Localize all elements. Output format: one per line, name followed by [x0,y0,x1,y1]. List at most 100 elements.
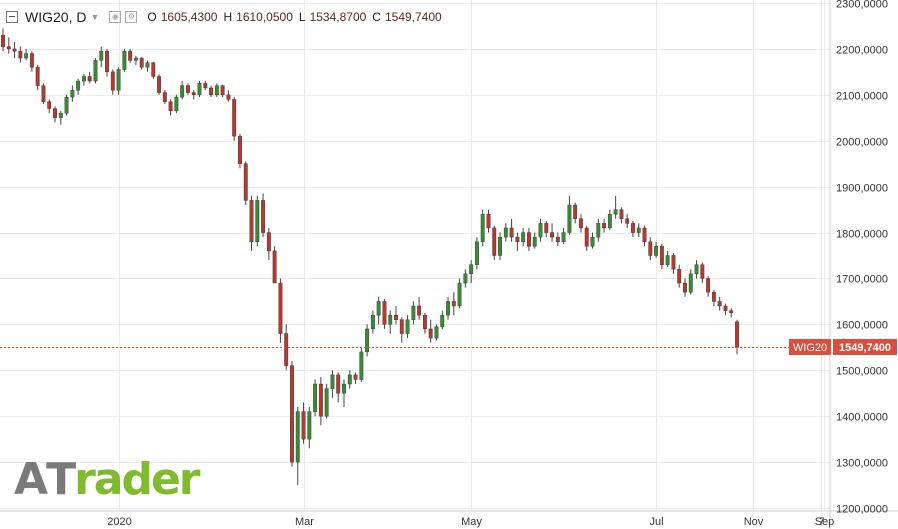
candle-body [93,60,98,82]
candle-body [567,204,572,233]
candle-body [388,314,393,325]
candle-body [35,67,40,86]
candle-body [417,305,422,316]
open-label: O [147,10,157,24]
candle-body [41,85,46,102]
candles [1,28,739,486]
candle-body [521,232,526,242]
candle-body [613,209,618,215]
candle-body [625,218,630,224]
candle-body [503,227,508,238]
candle-body [411,305,416,320]
chevron-down-icon[interactable]: ▼ [90,12,100,22]
candle-body [261,200,266,233]
candle-body [469,264,474,275]
candle-body [677,269,682,284]
candle-body [365,328,370,353]
time-axis[interactable]: 2020 Mar May Jul Sep Nov 7 [107,516,834,528]
candle-body [186,85,190,93]
candle-body [602,223,607,229]
candle-body [290,365,294,463]
grid-lines [0,0,830,511]
candle-body [399,319,404,334]
candle-body [550,232,554,238]
visibility-icon[interactable]: ◉ [109,11,122,23]
y-tick-label: 2200,0000 [836,45,888,57]
candle-body [64,96,69,114]
candle-body [133,57,138,61]
y-tick-label: 2100,0000 [836,91,888,103]
candle-body [590,236,595,247]
price-axis[interactable]: 1200,0000 1300,0000 1400,0000 1500,0000 1600… [836,0,888,516]
candle-body [313,383,318,412]
candle-body [110,71,115,91]
candle-body [480,213,485,242]
candle-body [636,227,641,233]
candle-body [642,227,647,242]
candle-body [729,310,734,314]
y-tick-label: 1500,0000 [836,366,888,378]
candle-body [688,273,693,293]
open-value: 1605,4300 [160,10,218,24]
candle-body [232,99,237,137]
y-tick-label: 1900,0000 [836,183,888,195]
candle-body [162,92,167,102]
candle-body [457,282,462,307]
candle-body [735,321,739,348]
candle-body [266,232,271,252]
candle-body [87,76,92,82]
settings-icon[interactable]: ⚙ [125,11,138,23]
x-tick-label: Sep [815,516,835,528]
candle-body [24,53,29,59]
candle-body [538,223,543,238]
x-tick-label: Mar [295,516,314,528]
candle-body [197,83,202,96]
candle-body [342,383,346,394]
candle-body [99,51,104,61]
candle-body [203,83,208,89]
candle-body [81,76,86,82]
y-tick-label: 1300,0000 [836,458,888,470]
y-tick-label: 1700,0000 [836,274,888,286]
candle-body [659,246,664,265]
candle-body [440,314,445,327]
candle-body [474,241,479,265]
candle-body [180,85,185,98]
candle-body [665,255,670,265]
candle-body [116,69,121,91]
collapse-icon[interactable] [6,11,18,23]
candle-body [711,292,716,302]
candle-body [47,101,52,109]
candle-body [509,227,514,238]
candle-body [191,92,196,96]
candle-body [128,51,133,61]
candle-body [301,411,306,440]
candle-body [370,314,375,330]
x-tick-label: Nov [744,516,764,528]
symbol-title[interactable]: WIG20, D [25,9,87,25]
candle-body [723,305,728,311]
candle-body [307,411,312,440]
candle-body [515,236,520,242]
candle-body [139,57,144,68]
candle-body [492,227,497,256]
candle-body [220,85,225,96]
candle-body [6,46,11,50]
close-label: C [372,10,381,24]
candle-body [238,135,242,164]
x-tick-label: 2020 [107,516,131,528]
candle-body [226,94,231,100]
candle-body [53,108,57,118]
legend-header: WIG20, D ▼ ◉ ⚙ O 1605,4300 H 1610,0500 L… [0,0,442,34]
last-price-symbol: WIG20 [793,342,827,354]
low-label: L [298,10,306,24]
y-tick-label: 1200,0000 [836,504,888,516]
candle-body [717,301,722,307]
y-tick-label: 1400,0000 [836,412,888,424]
candle-body [1,34,5,47]
high-value: 1610,0500 [236,10,293,24]
candle-body [532,236,537,247]
last-price-value: 1549,7400 [839,342,891,354]
